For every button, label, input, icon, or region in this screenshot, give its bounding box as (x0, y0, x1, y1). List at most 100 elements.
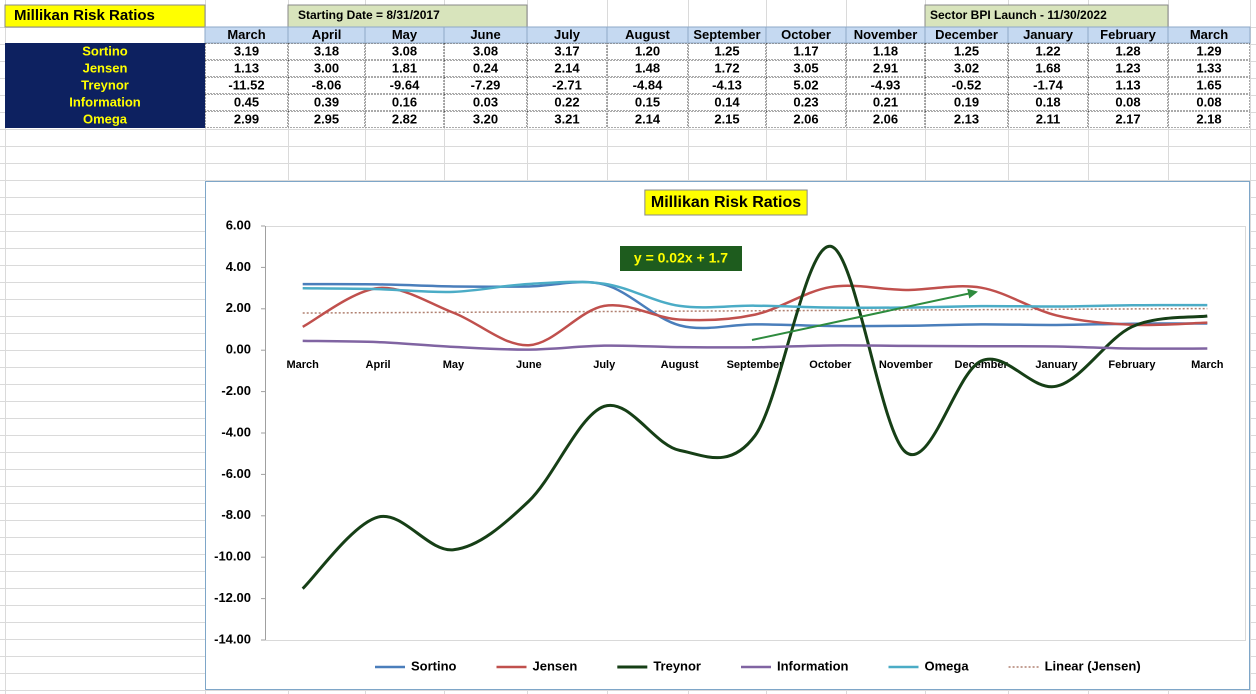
value-cell (288, 94, 365, 111)
cell-value: 0.24 (473, 60, 499, 75)
cell-value: 0.03 (473, 94, 498, 109)
cell-value: 2.18 (1196, 111, 1221, 126)
value-cell (925, 60, 1008, 77)
legend-label: Information (777, 658, 849, 673)
value-cell (1008, 111, 1088, 128)
cell-value: -2.71 (552, 77, 582, 92)
value-cell (846, 60, 925, 77)
cell-value: 1.68 (1035, 60, 1060, 75)
cell-value: 3.19 (234, 43, 259, 58)
cell-value: 0.08 (1196, 94, 1221, 109)
cell-value: 1.20 (635, 43, 660, 58)
value-cell (444, 111, 527, 128)
cell-value: 0.45 (234, 94, 259, 109)
column-header: June (470, 27, 500, 42)
row-label: Jensen (83, 60, 128, 75)
legend-label: Omega (925, 658, 970, 673)
value-cell (925, 77, 1008, 94)
column-header: February (1100, 27, 1156, 42)
cell-value: 2.06 (873, 111, 898, 126)
title-cell (4, 4, 206, 28)
row-label: Information (69, 94, 141, 109)
row-label-cell (5, 94, 205, 111)
y-tick-label: -14.00 (214, 631, 251, 646)
value-cell (527, 43, 607, 60)
x-tick-label: February (1108, 359, 1156, 371)
column-header: November (854, 27, 918, 42)
column-header: August (625, 27, 670, 42)
title-box (644, 189, 808, 216)
cell-value: 3.18 (314, 43, 339, 58)
value-cell (527, 111, 607, 128)
cell-value: 0.16 (392, 94, 417, 109)
chart-title: Millikan Risk Ratios (651, 194, 801, 211)
x-tick-label: October (809, 359, 852, 371)
y-tick-label: 4.00 (226, 259, 251, 274)
value-cell (288, 77, 365, 94)
cell-value: 1.23 (1115, 60, 1140, 75)
cell-value: 2.91 (873, 60, 898, 75)
series-line (302, 284, 1208, 347)
value-cell (444, 77, 527, 94)
cell-value: 0.14 (714, 94, 740, 109)
cell-value: 2.82 (392, 111, 417, 126)
cell-value: 2.14 (554, 60, 580, 75)
cell-value: 1.25 (954, 43, 979, 58)
value-cell (1168, 111, 1250, 128)
column-header: May (392, 27, 418, 42)
value-cell (527, 77, 607, 94)
column-header: April (312, 27, 342, 42)
row-label: Omega (83, 111, 128, 126)
equation-box (620, 246, 742, 271)
value-cell (688, 111, 766, 128)
value-cell (1168, 77, 1250, 94)
value-cell (925, 111, 1008, 128)
value-cell (288, 111, 365, 128)
x-tick-label: July (593, 359, 616, 371)
value-cell (846, 43, 925, 60)
cell-value: 2.11 (1036, 111, 1061, 126)
y-tick-label: -8.00 (221, 507, 251, 522)
cell-value: 0.23 (793, 94, 818, 109)
cell-value: 2.13 (954, 111, 979, 126)
cell-value: -0.52 (952, 77, 982, 92)
column-header: January (1023, 27, 1074, 42)
value-cell (846, 77, 925, 94)
value-cell (444, 60, 527, 77)
trend-arrow (751, 288, 978, 341)
value-cell (1168, 94, 1250, 111)
cell-value: 2.17 (1115, 111, 1140, 126)
value-cell (527, 94, 607, 111)
value-cell (205, 43, 288, 60)
sheet-title: Millikan Risk Ratios (14, 7, 155, 24)
y-tick-label: -4.00 (221, 424, 251, 439)
cell-value: 5.02 (793, 77, 818, 92)
value-cell (205, 94, 288, 111)
value-cell (766, 77, 846, 94)
x-tick-label: August (661, 359, 699, 371)
chart: Millikan Risk Ratios 6.00 4.00 2.00 0.00 -2.0… (214, 189, 1246, 673)
row-label-cell (5, 77, 205, 94)
cell-value: -9.64 (390, 77, 420, 92)
cell-value: 1.22 (1035, 43, 1060, 58)
x-tick-label: May (443, 359, 465, 371)
value-cell (365, 94, 444, 111)
value-cell (365, 43, 444, 60)
value-cell (444, 94, 527, 111)
x-tick-label: June (516, 359, 542, 371)
value-cell (607, 94, 688, 111)
value-cell (688, 60, 766, 77)
column-header: July (554, 27, 581, 42)
value-cell (365, 111, 444, 128)
value-cell (846, 94, 925, 111)
cell-value: 1.81 (392, 60, 417, 75)
value-cell (1088, 60, 1168, 77)
value-cell (1088, 77, 1168, 94)
value-cell (688, 77, 766, 94)
value-cell (688, 94, 766, 111)
cell-value: -4.13 (712, 77, 742, 92)
cell-value: 2.99 (234, 111, 259, 126)
cell-value: 1.33 (1196, 60, 1221, 75)
cell-value: 3.20 (473, 111, 498, 126)
